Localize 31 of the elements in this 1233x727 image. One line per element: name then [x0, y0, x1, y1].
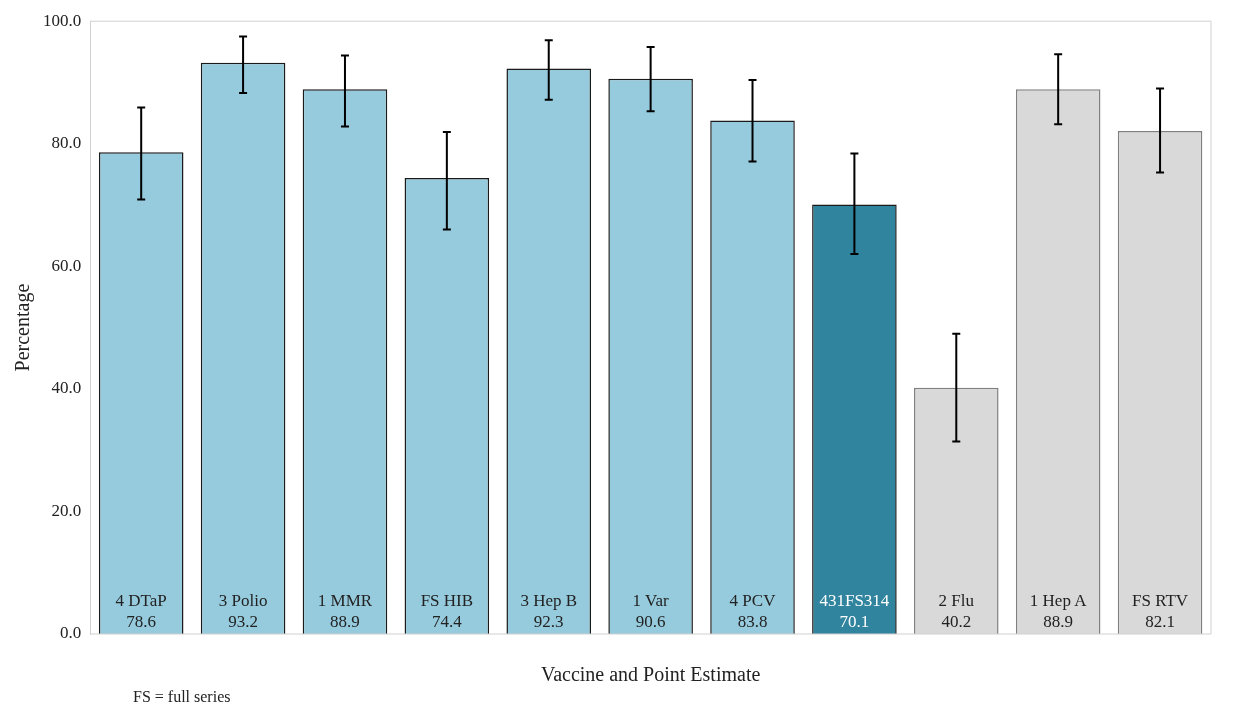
- x-tick-label: 1 Hep A: [1029, 591, 1088, 610]
- data-label: 40.2: [941, 612, 972, 631]
- y-tick-label: 100.0: [43, 10, 82, 30]
- data-label: 93.2: [228, 612, 258, 631]
- x-tick-label: 1 Var: [632, 591, 669, 610]
- y-axis-title: Percentage: [11, 283, 35, 372]
- data-label: 70.1: [839, 612, 870, 631]
- x-tick-label: 3 Hep B: [520, 591, 578, 610]
- data-label: 74.4: [431, 612, 463, 631]
- x-tick-label: 3 Polio: [218, 591, 268, 610]
- data-label: 88.9: [330, 612, 360, 631]
- x-tick-label: FS HIB: [420, 591, 474, 610]
- y-tick-label: 20.0: [51, 500, 82, 520]
- data-label: 83.8: [737, 612, 768, 631]
- data-label: 90.6: [635, 612, 666, 631]
- y-tick-label: 80.0: [51, 133, 82, 153]
- x-tick-label: 4 PCV: [729, 591, 777, 610]
- data-label: 78.6: [126, 612, 157, 631]
- x-axis-title: Vaccine and Point Estimate: [540, 663, 761, 686]
- data-label: 88.9: [1043, 612, 1074, 631]
- y-tick-label: 0.0: [60, 623, 82, 643]
- data-label: 92.3: [533, 612, 564, 631]
- data-label: 82.1: [1145, 612, 1175, 631]
- x-tick-label: 4 DTaP: [115, 591, 167, 610]
- y-tick-label: 60.0: [51, 255, 82, 275]
- text: FS = full series: [133, 688, 232, 706]
- y-tick-label: 40.0: [51, 378, 82, 398]
- x-tick-label: 2 Flu: [938, 591, 975, 610]
- x-tick-label: 431FS314: [819, 591, 890, 610]
- x-tick-label: 1 MMR: [317, 591, 373, 610]
- x-tick-label: FS RTV: [1131, 591, 1189, 610]
